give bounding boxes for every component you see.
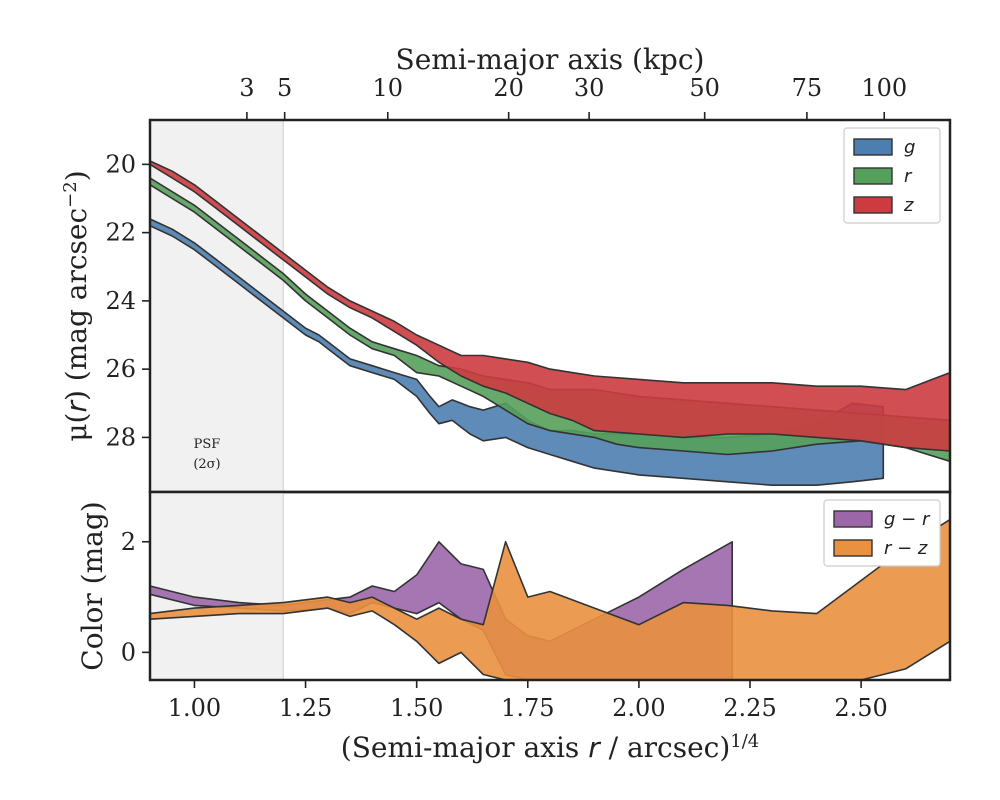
legend-swatch [833, 539, 873, 557]
y-tick-label: 2 [121, 528, 136, 556]
top-kpc-axis-ticks: 3 5 10 20 30 50 75 100 [239, 74, 907, 120]
legend-swatch [853, 196, 893, 214]
y-tick-label: 24 [105, 287, 136, 315]
legend-label: g [904, 137, 915, 158]
x-tick-label: 1.50 [390, 694, 443, 722]
x-label-exponent: 1/4 [730, 731, 759, 752]
y-tick-label: 22 [105, 219, 136, 247]
psf-shaded-region [150, 120, 285, 492]
y-tick-label: 20 [105, 150, 136, 178]
top-tick-label: 3 [239, 74, 254, 102]
surface-brightness-y-label: μ(r) (mag arcsec−2) [60, 170, 94, 441]
y-label-part-3: ) (mag arcsec [60, 208, 93, 401]
psf-shaded-region-color [150, 492, 285, 680]
psf-band [150, 120, 284, 492]
x-tick-label: 2.00 [612, 694, 665, 722]
x-label-part-2: r [588, 731, 601, 764]
color-y-axis-ticks: 02 [121, 528, 150, 666]
y-label-part-5: ) [60, 170, 93, 181]
y-axis-ticks: 20 22 24 26 28 [105, 150, 150, 451]
top-tick-label: 30 [574, 74, 605, 102]
top-tick-label: 75 [792, 74, 823, 102]
y-tick-label: 0 [121, 638, 136, 666]
psf-label-line-1: PSF [194, 437, 221, 452]
top-tick-label: 5 [277, 74, 292, 102]
y-label-part-2: r [60, 400, 93, 413]
top-tick-label: 50 [689, 74, 720, 102]
band-g [149, 218, 885, 487]
y-tick-label: 28 [105, 423, 136, 451]
x-axis-label: (Semi-major axis r / arcsec)1/4 [341, 731, 759, 765]
x-tick-label: 2.25 [723, 694, 776, 722]
x-tick-label: 1.75 [501, 694, 554, 722]
x-tick-label: 1.25 [279, 694, 332, 722]
x-axis-ticks: 1.00 1.25 1.50 1.75 2.00 2.25 2.50 [168, 680, 888, 722]
legend-swatch [853, 167, 893, 185]
color-legend: g − r r − z [823, 499, 941, 567]
legend-swatch [853, 138, 893, 156]
legend-label: r − z [884, 538, 928, 559]
y-label-part-1: μ( [60, 413, 93, 442]
color-y-label: Color (mag) [76, 501, 109, 670]
top-tick-label: 100 [861, 74, 907, 102]
y-tick-label: 26 [105, 355, 136, 383]
x-label-part-3: / arcsec) [600, 731, 731, 764]
legend-label: r [904, 166, 913, 187]
psf-label-line-2: (2σ) [193, 457, 220, 472]
x-tick-label: 2.50 [834, 694, 887, 722]
top-tick-label: 20 [493, 74, 524, 102]
top-axis-title: Semi-major axis (kpc) [396, 43, 705, 76]
color-panel: 02 1.00 1.25 1.50 1.75 2.00 2.25 2.50 Color (m… [76, 490, 952, 765]
x-label-part-1: (Semi-major axis [341, 731, 588, 764]
y-label-exponent: −2 [60, 181, 81, 208]
top-tick-label: 10 [373, 74, 404, 102]
bottom-panel-frame [148, 490, 952, 682]
legend-label: g − r [884, 509, 931, 530]
legend-swatch [833, 510, 873, 528]
surface-brightness-panel: 20 22 24 26 28 3 5 10 20 30 50 75 100 Semi-major ax… [60, 43, 952, 494]
legend-label: z [903, 195, 914, 216]
psf-band [150, 492, 284, 680]
surface-brightness-legend: grz [843, 127, 941, 224]
x-tick-label: 1.00 [168, 694, 221, 722]
